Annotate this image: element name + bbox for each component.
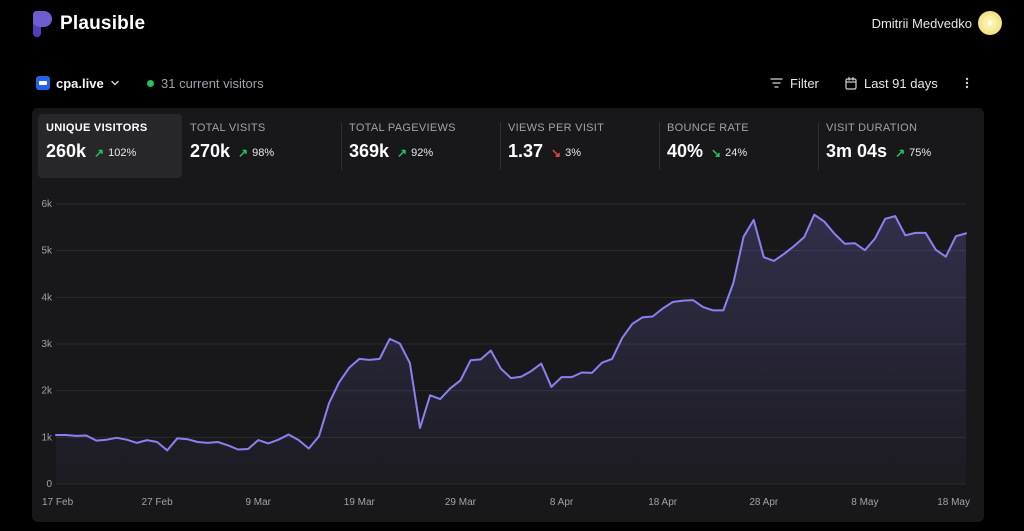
y-tick-label: 0 — [46, 479, 52, 490]
metric-label: VIEWS PER VISIT — [508, 122, 605, 134]
period-picker[interactable]: Last 91 days — [845, 74, 938, 92]
y-tick-label: 3k — [41, 339, 53, 350]
metric-change-value: 24% — [725, 147, 748, 159]
y-tick-label: 2k — [41, 386, 53, 397]
metric-visit-duration[interactable]: VISIT DURATION 3m 04s ↗ 75% — [818, 114, 977, 178]
metric-total-pageviews[interactable]: TOTAL PAGEVIEWS 369k ↗ 92% — [341, 114, 500, 178]
metric-label: UNIQUE VISITORS — [46, 122, 148, 134]
x-tick-label: 19 Mar — [344, 497, 376, 508]
metric-total-visits[interactable]: TOTAL VISITS 270k ↗ 98% — [182, 114, 341, 178]
y-tick-label: 1k — [41, 432, 53, 443]
x-tick-label: 8 Apr — [550, 497, 574, 508]
metric-change: ↗ 98% — [238, 146, 274, 160]
vertical-ellipsis-icon — [965, 77, 969, 89]
metric-change-value: 102% — [108, 147, 137, 159]
avatar-pattern-icon — [983, 16, 997, 30]
y-tick-label: 6k — [41, 199, 53, 210]
filter-button[interactable]: Filter — [770, 74, 819, 92]
series-area — [56, 214, 966, 484]
metric-unique-visitors[interactable]: UNIQUE VISITORS 260k ↗ 102% — [38, 114, 182, 178]
visitors-chart[interactable]: 0 1k 2k 3k 4k 5k 6k 17 Feb 27 Feb 9 Mar 19 Mar 29 M… — [32, 108, 984, 522]
avatar[interactable] — [978, 11, 1002, 35]
metric-change: ↗ 102% — [94, 146, 136, 160]
metric-label: TOTAL VISITS — [190, 122, 266, 134]
arrow-up-icon: ↗ — [895, 146, 906, 160]
user-name: Dmitrii Medvedko — [871, 15, 972, 31]
x-tick-label: 8 May — [851, 497, 878, 508]
divider — [500, 122, 501, 170]
filter-icon — [770, 78, 783, 88]
brand-logo[interactable]: Plausible — [32, 10, 145, 38]
metric-value: 270k — [190, 141, 231, 161]
series-line — [55, 213, 967, 452]
x-tick-label: 28 Apr — [749, 497, 779, 508]
user-menu[interactable]: Dmitrii Medvedko — [871, 11, 1002, 35]
calendar-icon — [845, 76, 857, 90]
stats-card: UNIQUE VISITORS 260k ↗ 102% TOTAL VISITS… — [32, 108, 984, 522]
x-tick-label: 18 Apr — [648, 497, 678, 508]
brand-name: Plausible — [60, 13, 146, 34]
metric-value: 1.37 — [508, 141, 544, 161]
current-visitors-label: 31 current visitors — [161, 75, 264, 91]
arrow-down-icon: ↘ — [711, 146, 722, 160]
y-tick-label: 4k — [41, 292, 53, 303]
period-label: Last 91 days — [864, 75, 938, 91]
y-tick-label: 5k — [41, 246, 53, 257]
metric-label: TOTAL PAGEVIEWS — [349, 122, 456, 134]
metric-change: ↗ 75% — [895, 146, 931, 160]
metric-value: 369k — [349, 141, 390, 161]
arrow-down-icon: ↘ — [551, 146, 562, 160]
metric-change-value: 92% — [411, 147, 434, 159]
top-navigation: Plausible Dmitrii Medvedko — [0, 0, 1024, 48]
x-tick-label: 17 Feb — [42, 497, 74, 508]
arrow-up-icon: ↗ — [94, 146, 105, 160]
site-toolbar: cpa.live 31 current visitors Filter Last… — [0, 68, 1024, 98]
live-dot-icon — [147, 79, 154, 87]
site-favicon-icon — [36, 76, 50, 90]
top-stats: UNIQUE VISITORS 260k ↗ 102% TOTAL VISITS… — [38, 114, 978, 178]
metric-views-per-visit[interactable]: VIEWS PER VISIT 1.37 ↘ 3% — [500, 114, 659, 178]
x-tick-label: 27 Feb — [142, 497, 174, 508]
divider — [341, 122, 342, 170]
current-visitors[interactable]: 31 current visitors — [147, 74, 264, 92]
x-tick-label: 18 May — [937, 497, 970, 508]
metric-change-value: 3% — [565, 147, 582, 159]
arrow-up-icon: ↗ — [238, 146, 249, 160]
metric-label: BOUNCE RATE — [667, 122, 749, 134]
metric-change-value: 98% — [252, 147, 275, 159]
plausible-logo-icon — [32, 11, 52, 37]
chevron-down-icon — [111, 80, 119, 86]
metric-change: ↗ 92% — [397, 146, 433, 160]
divider — [659, 122, 660, 170]
metric-change: ↘ 24% — [711, 146, 747, 160]
metric-bounce-rate[interactable]: BOUNCE RATE 40% ↘ 24% — [659, 114, 818, 178]
metric-value: 3m 04s — [826, 141, 888, 161]
metric-label: VISIT DURATION — [826, 122, 918, 134]
divider — [818, 122, 819, 170]
arrow-up-icon: ↗ — [397, 146, 408, 160]
x-tick-label: 9 Mar — [245, 497, 271, 508]
metric-value: 260k — [46, 141, 87, 161]
site-name: cpa.live — [56, 75, 104, 91]
site-switcher[interactable]: cpa.live — [36, 74, 120, 92]
metric-change-value: 75% — [909, 147, 932, 159]
metric-change: ↘ 3% — [551, 146, 581, 160]
x-tick-label: 29 Mar — [445, 497, 477, 508]
filter-label: Filter — [790, 75, 819, 91]
more-options-button[interactable] — [958, 72, 976, 94]
metric-value: 40% — [667, 141, 704, 161]
